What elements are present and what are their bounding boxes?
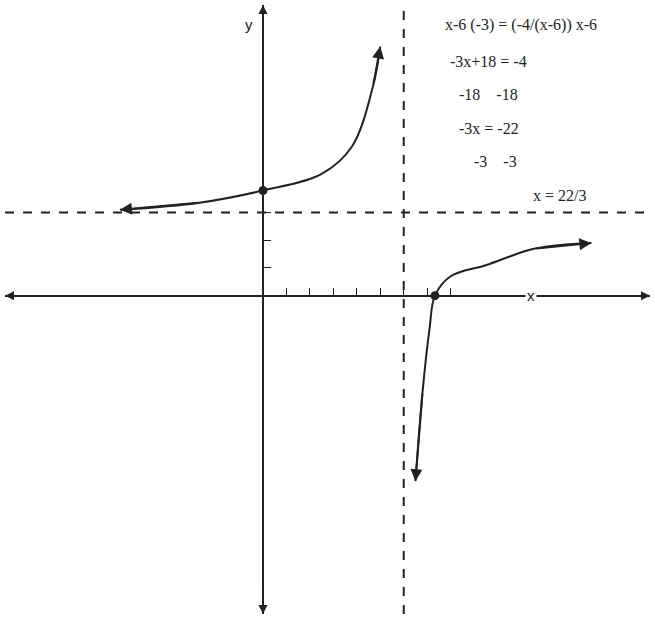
svg-text:-3 -3: -3 -3 (474, 153, 517, 170)
svg-text:y: y (245, 16, 253, 33)
svg-text:x: x (527, 287, 535, 304)
svg-text:-18 -18: -18 -18 (459, 86, 518, 103)
svg-text:-3x = -22: -3x = -22 (459, 120, 519, 137)
svg-text:x-6 (-3) = (-4/(x-6)) x-6: x-6 (-3) = (-4/(x-6)) x-6 (445, 16, 597, 34)
svg-text:x = 22/3: x = 22/3 (533, 187, 586, 204)
svg-text:-3x+18 = -4: -3x+18 = -4 (450, 53, 527, 70)
